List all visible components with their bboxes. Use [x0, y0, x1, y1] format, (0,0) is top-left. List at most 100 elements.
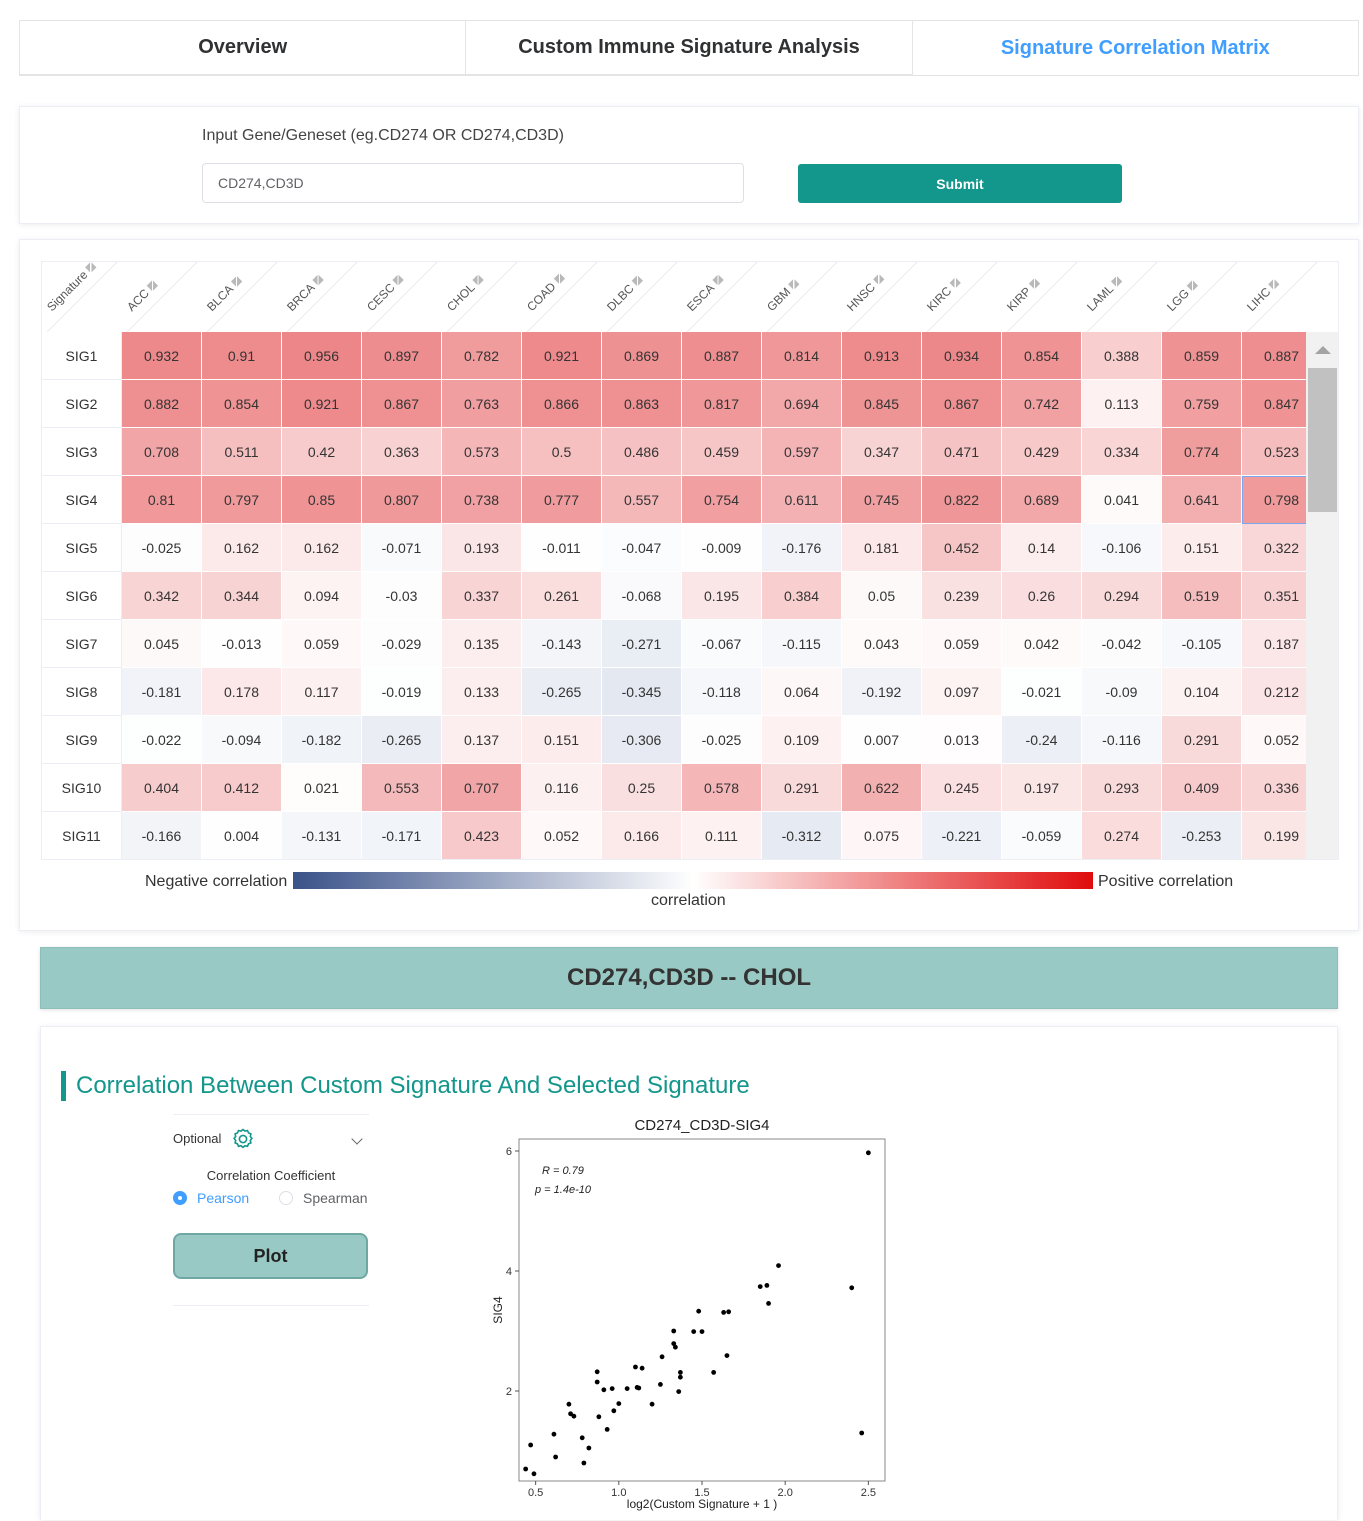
matrix-cell[interactable]: 0.042 [1002, 620, 1082, 668]
sort-icon[interactable] [392, 274, 404, 286]
matrix-cell[interactable]: -0.24 [1002, 716, 1082, 764]
matrix-cell[interactable]: -0.192 [842, 668, 922, 716]
matrix-cell[interactable]: -0.09 [1082, 668, 1162, 716]
matrix-cell[interactable]: -0.03 [362, 572, 442, 620]
matrix-cell[interactable]: 0.5 [522, 428, 602, 476]
matrix-cell[interactable]: 0.807 [362, 476, 442, 524]
matrix-cell[interactable]: -0.013 [202, 620, 282, 668]
matrix-cell[interactable]: -0.071 [362, 524, 442, 572]
matrix-cell[interactable]: 0.133 [442, 668, 522, 716]
matrix-cell[interactable]: -0.115 [762, 620, 842, 668]
matrix-cell[interactable]: 0.181 [842, 524, 922, 572]
matrix-cell[interactable]: -0.118 [682, 668, 762, 716]
matrix-cell[interactable]: 0.151 [522, 716, 602, 764]
column-header-dlbc[interactable]: DLBC [602, 262, 682, 332]
sort-icon[interactable] [312, 274, 324, 286]
matrix-cell[interactable]: 0.557 [602, 476, 682, 524]
plot-button[interactable]: Plot [173, 1233, 368, 1279]
scrollbar-thumb[interactable] [1308, 368, 1337, 512]
matrix-vertical-scrollbar[interactable] [1306, 332, 1338, 859]
matrix-cell[interactable]: -0.253 [1162, 812, 1242, 859]
matrix-cell[interactable]: 0.293 [1082, 764, 1162, 812]
sort-icon[interactable] [1028, 277, 1041, 290]
matrix-cell[interactable]: 0.429 [1002, 428, 1082, 476]
sort-icon[interactable] [553, 273, 565, 285]
matrix-cell[interactable]: 0.859 [1162, 332, 1242, 380]
matrix-cell[interactable]: 0.274 [1082, 812, 1162, 859]
matrix-cell[interactable]: 0.291 [1162, 716, 1242, 764]
column-header-acc[interactable]: ACC [122, 262, 202, 332]
matrix-cell[interactable]: 0.459 [682, 428, 762, 476]
matrix-cell[interactable]: -0.143 [522, 620, 602, 668]
matrix-cell[interactable]: 0.486 [602, 428, 682, 476]
matrix-cell[interactable]: -0.025 [122, 524, 202, 572]
matrix-cell[interactable]: -0.166 [122, 812, 202, 859]
matrix-cell[interactable]: 0.013 [922, 716, 1002, 764]
matrix-cell[interactable]: 0.05 [842, 572, 922, 620]
column-header-hnsc[interactable]: HNSC [842, 262, 922, 332]
matrix-cell[interactable]: 0.708 [122, 428, 202, 476]
matrix-cell[interactable]: 0.25 [602, 764, 682, 812]
matrix-cell[interactable]: -0.131 [282, 812, 362, 859]
matrix-cell[interactable]: 0.193 [442, 524, 522, 572]
column-header-chol[interactable]: CHOL [442, 262, 522, 332]
matrix-cell[interactable]: 0.195 [682, 572, 762, 620]
matrix-cell[interactable]: 0.887 [682, 332, 762, 380]
matrix-cell[interactable]: 0.913 [842, 332, 922, 380]
matrix-cell[interactable]: -0.009 [682, 524, 762, 572]
matrix-cell[interactable]: 0.043 [842, 620, 922, 668]
matrix-cell[interactable]: 0.774 [1162, 428, 1242, 476]
matrix-cell[interactable]: -0.106 [1082, 524, 1162, 572]
matrix-cell[interactable]: -0.059 [1002, 812, 1082, 859]
radio-pearson-dot[interactable] [173, 1191, 187, 1205]
matrix-cell[interactable]: 0.388 [1082, 332, 1162, 380]
sort-icon[interactable] [873, 273, 885, 285]
matrix-cell[interactable]: 0.075 [842, 812, 922, 859]
matrix-cell[interactable]: 0.261 [522, 572, 602, 620]
column-header-lihc[interactable]: LIHC [1242, 262, 1322, 332]
matrix-cell[interactable]: -0.067 [682, 620, 762, 668]
matrix-cell[interactable]: 0.452 [922, 524, 1002, 572]
matrix-cell[interactable]: 0.867 [922, 380, 1002, 428]
matrix-cell[interactable]: 0.291 [762, 764, 842, 812]
matrix-cell[interactable]: 0.934 [922, 332, 1002, 380]
matrix-cell[interactable]: 0.342 [122, 572, 202, 620]
matrix-cell[interactable]: 0.694 [762, 380, 842, 428]
matrix-cell[interactable]: 0.759 [1162, 380, 1242, 428]
matrix-cell[interactable]: 0.854 [202, 380, 282, 428]
column-header-kirp[interactable]: KIRP [1002, 262, 1082, 332]
column-header-gbm[interactable]: GBM [762, 262, 842, 332]
column-header-cesc[interactable]: CESC [362, 262, 442, 332]
matrix-cell[interactable]: -0.047 [602, 524, 682, 572]
gene-input[interactable] [202, 163, 744, 203]
matrix-cell[interactable]: 0.641 [1162, 476, 1242, 524]
matrix-cell[interactable]: 0.897 [362, 332, 442, 380]
matrix-cell[interactable]: -0.265 [362, 716, 442, 764]
matrix-cell[interactable]: 0.471 [922, 428, 1002, 476]
matrix-cell[interactable]: 0.166 [602, 812, 682, 859]
sort-icon[interactable] [146, 279, 159, 292]
options-collapse-header[interactable]: Optional [173, 1127, 369, 1151]
matrix-cell[interactable]: 0.26 [1002, 572, 1082, 620]
matrix-cell[interactable]: 0.423 [442, 812, 522, 859]
matrix-cell[interactable]: 0.797 [202, 476, 282, 524]
matrix-cell[interactable]: 0.059 [282, 620, 362, 668]
sort-icon[interactable] [631, 275, 644, 287]
tab-signature-correlation-matrix[interactable]: Signature Correlation Matrix [912, 21, 1358, 75]
matrix-cell[interactable]: -0.306 [602, 716, 682, 764]
matrix-cell[interactable]: 0.113 [1082, 380, 1162, 428]
matrix-cell[interactable]: 0.041 [1082, 476, 1162, 524]
matrix-cell[interactable]: -0.105 [1162, 620, 1242, 668]
matrix-cell[interactable]: 0.578 [682, 764, 762, 812]
matrix-cell[interactable]: 0.111 [682, 812, 762, 859]
matrix-cell[interactable]: 0.245 [922, 764, 1002, 812]
matrix-cell[interactable]: -0.221 [922, 812, 1002, 859]
matrix-cell[interactable]: 0.932 [122, 332, 202, 380]
matrix-cell[interactable]: 0.845 [842, 380, 922, 428]
matrix-cell[interactable]: 0.162 [202, 524, 282, 572]
radio-spearman-dot[interactable] [279, 1191, 293, 1205]
column-header-signature[interactable]: Signature [42, 262, 122, 332]
matrix-cell[interactable]: 0.104 [1162, 668, 1242, 716]
matrix-cell[interactable]: 0.384 [762, 572, 842, 620]
matrix-cell[interactable]: -0.116 [1082, 716, 1162, 764]
